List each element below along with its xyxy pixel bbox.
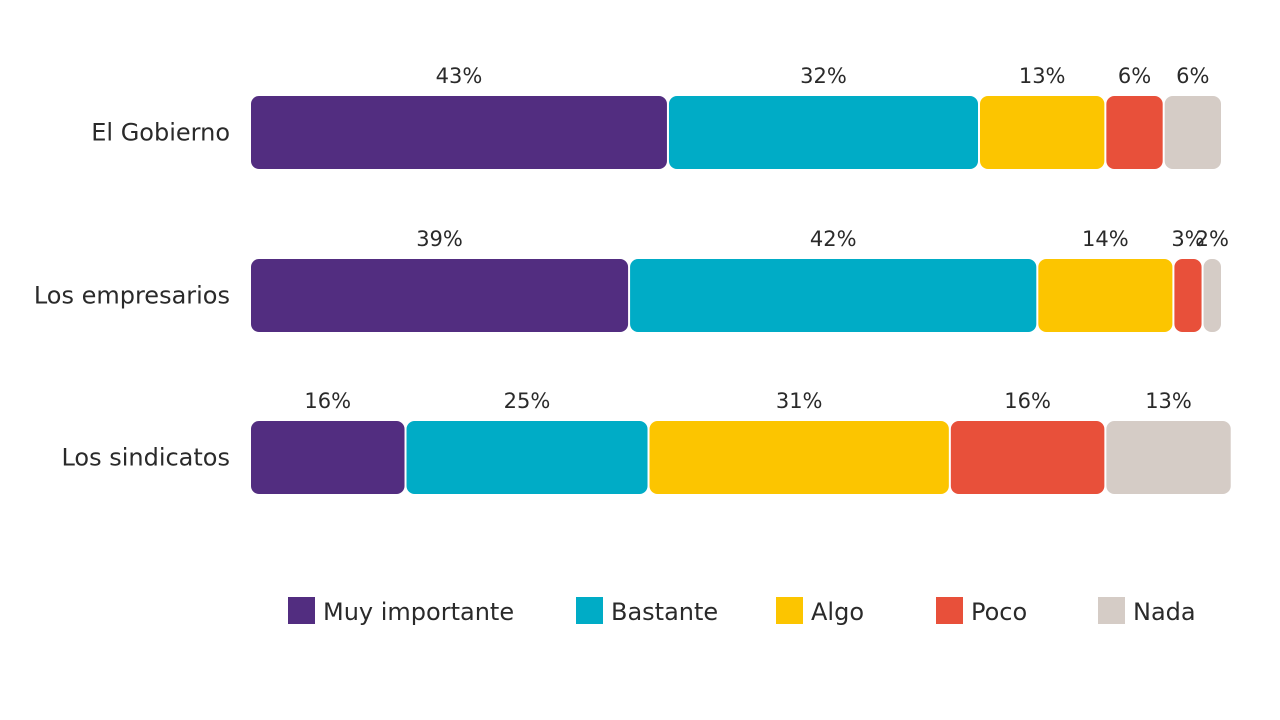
bar-segment-el-gobierno-poco — [1106, 96, 1163, 169]
category-label-los-empresarios: Los empresarios — [34, 282, 230, 310]
category-label-los-sindicatos: Los sindicatos — [61, 444, 230, 472]
legend-label-algo: Algo — [811, 598, 864, 626]
bars-layer — [251, 96, 1231, 494]
value-label-el-gobierno-poco: 6% — [1118, 64, 1151, 88]
value-label-el-gobierno-muy-importante: 43% — [436, 64, 483, 88]
bar-segment-el-gobierno-bastante — [668, 96, 978, 169]
legend-swatch-nada — [1098, 597, 1125, 624]
value-label-los-empresarios-bastante: 42% — [810, 227, 857, 251]
legend-label-poco: Poco — [971, 598, 1027, 626]
category-label-el-gobierno: El Gobierno — [91, 119, 230, 147]
legend-swatch-poco — [936, 597, 963, 624]
value-label-el-gobierno-nada: 6% — [1176, 64, 1209, 88]
value-label-los-sindicatos-nada: 13% — [1145, 389, 1192, 413]
legend-label-nada: Nada — [1133, 598, 1196, 626]
legend-label-bastante: Bastante — [611, 598, 718, 626]
value-label-los-empresarios-nada: 2% — [1196, 227, 1229, 251]
bar-segment-el-gobierno-algo — [980, 96, 1105, 169]
value-label-los-sindicatos-bastante: 25% — [504, 389, 551, 413]
legend-swatch-bastante — [576, 597, 603, 624]
bar-segment-los-sindicatos-muy-importante — [251, 421, 405, 494]
bar-segment-el-gobierno-nada — [1164, 96, 1221, 169]
value-label-los-empresarios-poco: 3% — [1171, 227, 1204, 251]
legend: Muy importante Bastante Algo Poco Nada — [288, 597, 1196, 626]
labels-layer: El Gobierno 43% 32% 13% 6% 6% Los empresarios 3… — [34, 64, 1229, 472]
legend-swatch-algo — [776, 597, 803, 624]
bar-segment-los-sindicatos-algo — [649, 421, 949, 494]
bar-segment-los-sindicatos-poco — [950, 421, 1105, 494]
value-label-los-empresarios-algo: 14% — [1082, 227, 1129, 251]
bar-segment-los-sindicatos-nada — [1106, 421, 1231, 494]
value-label-los-empresarios-muy-importante: 39% — [416, 227, 463, 251]
value-label-el-gobierno-bastante: 32% — [800, 64, 847, 88]
legend-label-muy-importante: Muy importante — [323, 598, 514, 626]
bar-segment-los-empresarios-muy-importante — [251, 259, 629, 332]
value-label-los-sindicatos-poco: 16% — [1004, 389, 1051, 413]
legend-swatch-muy-importante — [288, 597, 315, 624]
value-label-los-sindicatos-algo: 31% — [776, 389, 823, 413]
bar-segment-los-empresarios-nada — [1203, 259, 1221, 332]
bar-segment-los-empresarios-bastante — [630, 259, 1037, 332]
value-label-los-sindicatos-muy-importante: 16% — [304, 389, 351, 413]
bar-segment-el-gobierno-muy-importante — [251, 96, 667, 169]
bar-segment-los-sindicatos-bastante — [406, 421, 648, 494]
bar-segment-los-empresarios-algo — [1038, 259, 1173, 332]
bar-segment-los-empresarios-poco — [1174, 259, 1202, 332]
value-label-el-gobierno-algo: 13% — [1019, 64, 1066, 88]
